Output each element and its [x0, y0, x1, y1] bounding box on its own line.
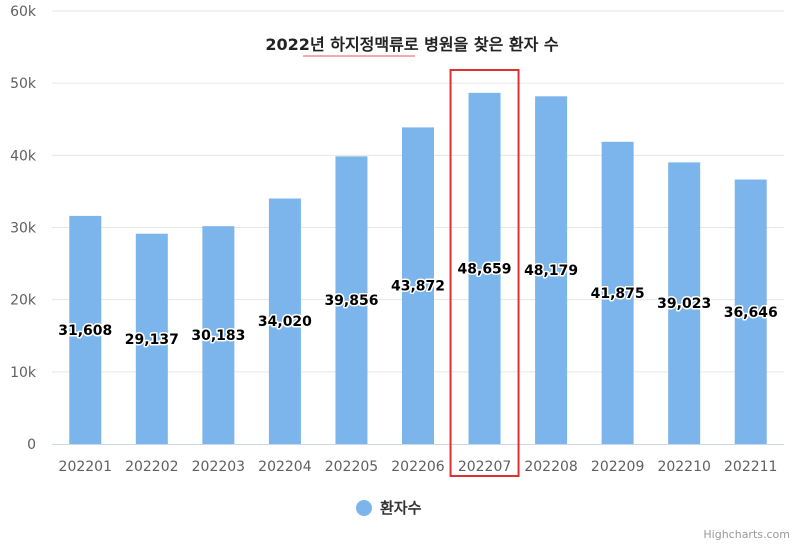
x-tick-label: 202206 — [391, 459, 445, 475]
legend-item-label: 환자수 — [380, 499, 422, 517]
data-label: 30,183 — [191, 328, 245, 344]
data-label: 34,020 — [258, 314, 312, 330]
data-label: 39,023 — [657, 296, 711, 312]
bar-202210[interactable] — [668, 162, 701, 444]
y-tick-label: 20k — [10, 293, 37, 309]
x-tick-label: 202209 — [591, 459, 644, 475]
data-label: 29,137 — [125, 332, 179, 348]
bar-202201[interactable] — [69, 215, 102, 444]
x-tick-label: 202207 — [458, 459, 511, 475]
data-label: 43,872 — [391, 279, 445, 295]
data-label: 39,856 — [324, 293, 378, 309]
y-tick-label: 60k — [10, 4, 37, 20]
y-tick-label: 50k — [10, 76, 37, 92]
x-tick-label: 202203 — [192, 459, 245, 475]
y-tick-label: 0 — [27, 437, 36, 453]
x-axis-tick-labels: 202201 202202 202203 202204 202205 202206 2022… — [59, 459, 778, 475]
y-axis-tick-labels: 0 10k 20k 30k 40k 50k 60k — [10, 4, 37, 453]
y-tick-label: 30k — [10, 221, 37, 237]
bar-202208[interactable] — [535, 96, 568, 444]
bar-202206[interactable] — [402, 127, 434, 444]
data-label: 31,608 — [58, 323, 112, 339]
bar-202209[interactable] — [601, 141, 634, 445]
data-label: 48,179 — [524, 263, 578, 279]
chart-title: 2022년 하지정맥류로 병원을 찾은 환자 수 — [265, 35, 558, 54]
y-tick-label: 40k — [10, 148, 37, 164]
bar-202205[interactable] — [335, 156, 368, 444]
bar-202211[interactable] — [734, 179, 767, 445]
data-label: 36,646 — [724, 305, 778, 321]
credits-link[interactable]: Highcharts.com — [703, 528, 790, 541]
x-tick-label: 202202 — [125, 459, 178, 475]
bars — [69, 92, 767, 445]
highlight-box — [449, 69, 520, 477]
y-tick-label: 10k — [10, 365, 37, 381]
x-tick-label: 202201 — [59, 459, 112, 475]
x-tick-label: 202205 — [325, 459, 378, 475]
bar-202204[interactable] — [268, 198, 301, 444]
data-labels: 31,608 29,137 30,183 34,020 39,856 43,872 48,6… — [57, 260, 779, 349]
x-tick-label: 202211 — [724, 459, 777, 475]
bar-202203[interactable] — [202, 226, 235, 444]
legend-marker — [356, 500, 372, 516]
bar-202202[interactable] — [135, 233, 168, 444]
data-label: 41,875 — [591, 286, 645, 302]
legend[interactable]: 환자수 — [356, 499, 422, 517]
x-tick-label: 202204 — [258, 459, 312, 475]
x-tick-label: 202210 — [657, 459, 710, 475]
x-tick-label: 202208 — [524, 459, 577, 475]
data-label: 48,659 — [458, 261, 512, 277]
bar-202207[interactable] — [468, 92, 501, 445]
